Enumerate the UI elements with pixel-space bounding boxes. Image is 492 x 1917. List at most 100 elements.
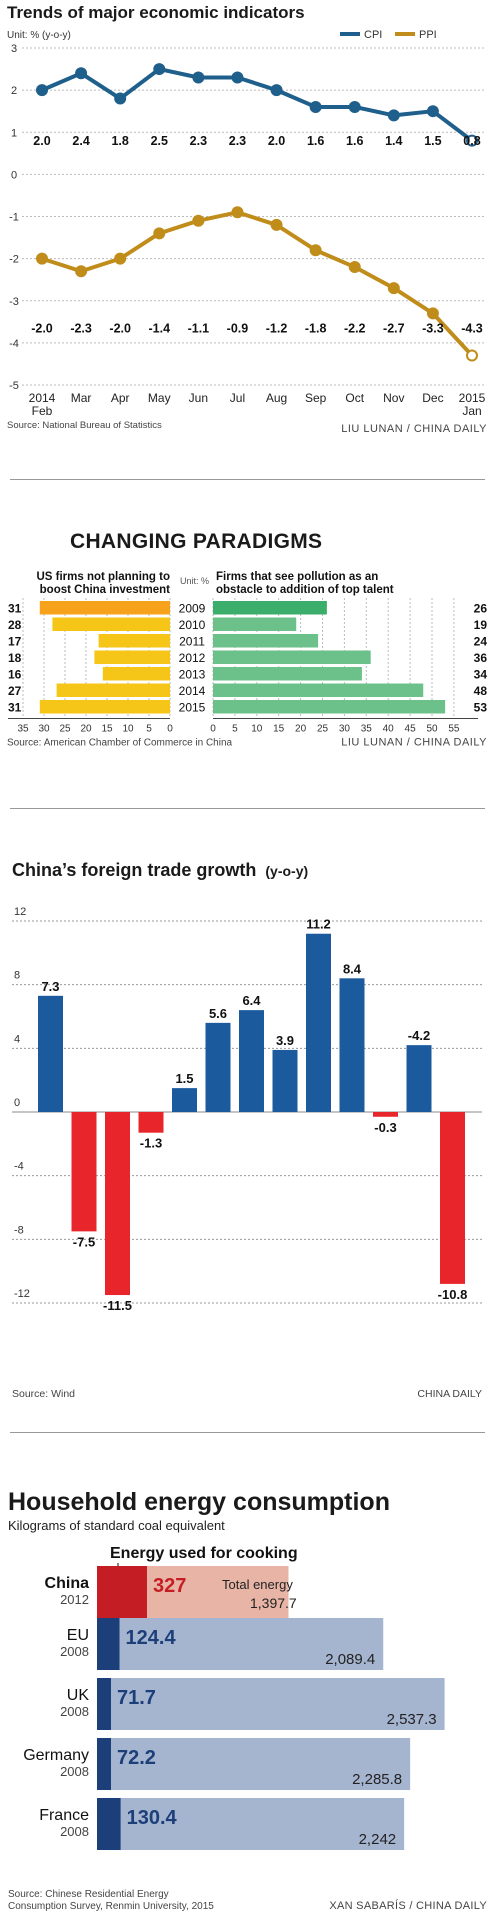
pollution-bar — [213, 700, 446, 714]
pollution-header: Firms that see pollution as an — [216, 571, 378, 583]
chart2-title: CHANGING PARADIGMS — [70, 530, 323, 553]
chart3-ytick: -4 — [14, 1161, 24, 1173]
chart3-ytick: -12 — [14, 1288, 30, 1300]
year-label: 2015 — [179, 701, 206, 715]
trade-value-label: 6.4 — [242, 993, 261, 1008]
energy-panel: Household energy consumption Kilograms o… — [0, 1434, 492, 1917]
data-label-ppi: -0.9 — [227, 321, 249, 335]
data-label-ppi: -2.7 — [383, 321, 405, 335]
us-firms-value: 16 — [8, 668, 22, 682]
data-label-ppi: -3.3 — [422, 321, 444, 335]
trade-value-label: 1.5 — [175, 1071, 193, 1086]
right-axis-tick: 30 — [339, 724, 351, 735]
left-axis-tick: 10 — [122, 724, 134, 735]
chart1-ytick: -4 — [9, 338, 19, 350]
trade-bar — [272, 1049, 298, 1112]
trade-bar — [38, 995, 63, 1112]
chart3-ytick: 8 — [14, 970, 20, 982]
divider-2 — [10, 808, 485, 809]
paradigms-panel: CHANGING PARADIGMS US firms not planning… — [0, 480, 492, 810]
total-energy-value: 2,089.4 — [325, 1651, 375, 1668]
chart1-ytick: 3 — [11, 43, 17, 55]
total-energy-value: 2,537.3 — [387, 1711, 437, 1728]
trade-value-label: 7.3 — [41, 979, 59, 994]
chart1-xtick: Nov — [383, 391, 404, 405]
country-label: UK — [67, 1687, 90, 1704]
us-firms-header: US firms not planning to — [36, 571, 170, 583]
us-firms-bar — [98, 634, 170, 648]
year-label: 2009 — [179, 602, 206, 616]
chart1-xtick: Jun — [189, 391, 208, 405]
cooking-label: Energy used for cooking — [110, 1545, 298, 1562]
chart1-xtick: Dec — [422, 391, 443, 405]
point-ppi — [36, 252, 48, 265]
country-label: EU — [67, 1627, 89, 1644]
year-label: 2012 — [179, 651, 206, 665]
chart3-title-suffix: (y-o-y) — [265, 863, 309, 879]
point-cpi — [192, 71, 205, 84]
us-firms-bar — [56, 683, 170, 697]
country-year: 2008 — [60, 1704, 89, 1719]
chart1-source: Source: National Bureau of Statistics — [7, 420, 162, 431]
chart2-source: Source: American Chamber of Commerce in … — [7, 738, 233, 749]
point-cpi — [270, 84, 283, 97]
trade-value-label: 5.6 — [209, 1006, 227, 1021]
chart4-source: Consumption Survey, Renmin University, 2… — [8, 1901, 214, 1912]
pollution-value: 48 — [474, 684, 488, 698]
us-firms-value: 18 — [8, 651, 22, 665]
pollution-bar — [213, 601, 327, 615]
data-label-cpi: 1.5 — [424, 134, 441, 148]
chart3-ytick: 4 — [14, 1033, 20, 1045]
chart3-source: Source: Wind — [12, 1388, 75, 1400]
chart3-title-main: China’s foreign trade growth — [12, 860, 257, 880]
trade-value-label: -1.3 — [140, 1136, 162, 1151]
left-axis-tick: 30 — [38, 724, 50, 735]
point-cpi — [466, 134, 478, 147]
point-ppi — [466, 349, 478, 362]
pollution-value: 26 — [474, 602, 488, 616]
trade-value-label: -11.5 — [103, 1298, 132, 1313]
right-axis-tick: 0 — [210, 724, 216, 735]
legend-cpi-label: CPI — [364, 29, 382, 41]
total-energy-bar — [97, 1738, 411, 1790]
data-label-cpi: 2.3 — [229, 134, 246, 148]
trade-bar — [373, 1112, 398, 1117]
chart3-ytick: -8 — [14, 1224, 24, 1236]
chart1-xtick: Jan — [462, 404, 481, 418]
chart4-source: Source: Chinese Residential Energy — [8, 1889, 169, 1900]
trade-bar — [172, 1088, 197, 1112]
pollution-bar — [213, 617, 297, 631]
chart1-ytick: -5 — [9, 380, 19, 392]
divider-3 — [10, 1432, 485, 1433]
chart1-xtick: Aug — [266, 391, 287, 405]
point-ppi — [309, 244, 322, 257]
year-label: 2010 — [179, 618, 206, 632]
cpi-ppi-panel: Trends of major economic indicators Unit… — [0, 0, 492, 480]
country-label: China — [45, 1575, 90, 1592]
chart4-credit: XAN SABARÍS / CHINA DAILY — [329, 1899, 487, 1912]
left-axis-tick: 20 — [80, 724, 92, 735]
trade-value-label: 11.2 — [306, 917, 331, 932]
trade-bar — [306, 933, 331, 1112]
us-firms-bar — [102, 667, 170, 681]
country-label: Germany — [23, 1747, 89, 1764]
year-label: 2014 — [179, 684, 206, 698]
point-ppi — [231, 206, 244, 219]
cooking-energy-bar — [97, 1678, 111, 1730]
chart1-ytick: 0 — [11, 169, 17, 181]
data-label-ppi: -2.3 — [70, 321, 92, 335]
data-label-ppi: -4.3 — [461, 321, 483, 335]
trade-bar — [406, 1045, 432, 1112]
trade-chart: 12 8 4 0 -4 -8 -12 7.3 -7.5 -11.5 -1.3 1.5 5.6 6.4 3.9… — [12, 906, 482, 1400]
us-firms-value: 17 — [8, 635, 22, 649]
data-label-ppi: -1.8 — [305, 321, 327, 335]
right-axis-tick: 50 — [426, 724, 438, 735]
chart1-xtick: Oct — [345, 391, 364, 405]
trade-value-label: -10.8 — [438, 1287, 468, 1302]
right-axis-tick: 10 — [251, 724, 263, 735]
cooking-energy-bar — [97, 1618, 120, 1670]
chart1-unit: Unit: % (y-o-y) — [7, 30, 71, 41]
us-firms-bar — [52, 617, 170, 631]
